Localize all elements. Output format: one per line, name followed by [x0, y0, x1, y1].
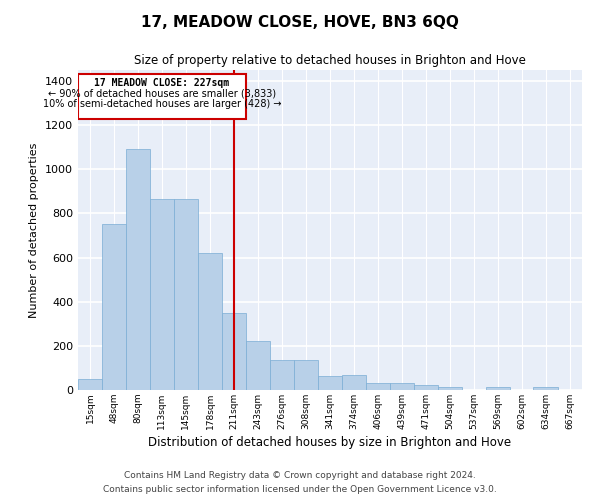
Text: 17 MEADOW CLOSE: 227sqm: 17 MEADOW CLOSE: 227sqm — [94, 78, 229, 88]
Bar — [270, 360, 293, 390]
Bar — [126, 150, 150, 390]
Bar — [198, 253, 222, 390]
Bar — [222, 313, 246, 390]
Text: 10% of semi-detached houses are larger (428) →: 10% of semi-detached houses are larger (… — [43, 98, 281, 108]
Bar — [78, 74, 246, 118]
Bar — [533, 388, 558, 390]
Bar — [293, 360, 318, 390]
Bar — [246, 342, 270, 390]
Bar — [78, 379, 102, 390]
Text: 17, MEADOW CLOSE, HOVE, BN3 6QQ: 17, MEADOW CLOSE, HOVE, BN3 6QQ — [141, 15, 459, 30]
Y-axis label: Number of detached properties: Number of detached properties — [29, 142, 40, 318]
Bar — [102, 224, 126, 390]
Text: ← 90% of detached houses are smaller (3,833): ← 90% of detached houses are smaller (3,… — [48, 89, 276, 99]
Bar — [150, 199, 173, 390]
Bar — [365, 383, 390, 390]
Bar — [173, 199, 198, 390]
Bar — [413, 385, 438, 390]
Bar — [485, 388, 510, 390]
Bar — [438, 386, 462, 390]
Bar — [342, 374, 365, 390]
Bar — [390, 384, 413, 390]
Bar — [318, 376, 342, 390]
Text: Contains HM Land Registry data © Crown copyright and database right 2024.: Contains HM Land Registry data © Crown c… — [124, 472, 476, 480]
Title: Size of property relative to detached houses in Brighton and Hove: Size of property relative to detached ho… — [134, 54, 526, 68]
Text: Contains public sector information licensed under the Open Government Licence v3: Contains public sector information licen… — [103, 486, 497, 494]
Text: Distribution of detached houses by size in Brighton and Hove: Distribution of detached houses by size … — [148, 436, 512, 449]
